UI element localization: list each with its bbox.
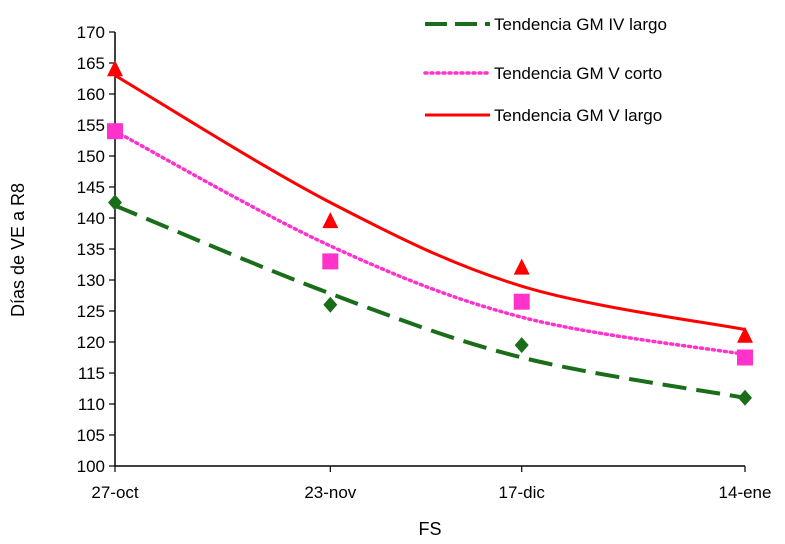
point-1-1 [322, 253, 339, 270]
y-tick-label-145: 145 [77, 178, 105, 197]
y-tick-label-125: 125 [77, 302, 105, 321]
axes: 100 105 110 115 120 125 130 135 140 145 150 155 160 1… [77, 23, 772, 502]
y-tick-label-135: 135 [77, 240, 105, 259]
trend-line-0 [114, 203, 746, 400]
legend: Tendencia GM IV largo Tendencia GM V cort… [423, 15, 667, 125]
series-0 [108, 194, 752, 406]
series-1 [107, 123, 753, 366]
x-tick-label-27-oct: 27-oct [91, 483, 139, 502]
y-tick-label-105: 105 [77, 426, 105, 445]
point-2-0 [107, 60, 123, 77]
x-axis-label: FS [418, 519, 441, 539]
y-tick-label-150: 150 [77, 147, 105, 166]
point-0-3 [738, 389, 752, 406]
point-2-3 [737, 326, 753, 343]
point-1-2 [513, 293, 530, 310]
y-tick-label-160: 160 [77, 85, 105, 104]
trend-line-1 [113, 129, 747, 357]
y-tick-label-100: 100 [77, 457, 105, 476]
legend-label-0: Tendencia GM IV largo [494, 15, 667, 34]
x-tick-label-14-ene: 14-ene [719, 483, 772, 502]
y-tick-label-165: 165 [77, 54, 105, 73]
point-1-3 [737, 349, 753, 366]
y-tick-label-155: 155 [77, 116, 105, 135]
trend-line-2 [114, 74, 746, 332]
series-2 [107, 60, 753, 343]
point-2-1 [322, 212, 339, 229]
y-tick-label-115: 115 [78, 364, 105, 383]
y-tick-label-170: 170 [77, 23, 105, 42]
point-2-2 [513, 258, 530, 275]
y-axis-label: Días de VE a R8 [8, 183, 28, 317]
y-tick-label-140: 140 [77, 209, 105, 228]
legend-label-1: Tendencia GM V corto [494, 64, 662, 83]
x-tick-label-23-nov: 23-nov [304, 483, 356, 502]
point-0-0 [108, 194, 122, 211]
x-tick-label-17-dic: 17-dic [499, 483, 546, 502]
series-layer [107, 60, 753, 406]
y-tick-label-110: 110 [78, 395, 105, 414]
point-1-0 [107, 123, 123, 140]
y-tick-label-120: 120 [77, 333, 105, 352]
legend-label-2: Tendencia GM V largo [494, 106, 662, 125]
y-tick-label-130: 130 [77, 271, 105, 290]
point-0-1 [323, 296, 338, 313]
point-0-2 [514, 337, 529, 354]
